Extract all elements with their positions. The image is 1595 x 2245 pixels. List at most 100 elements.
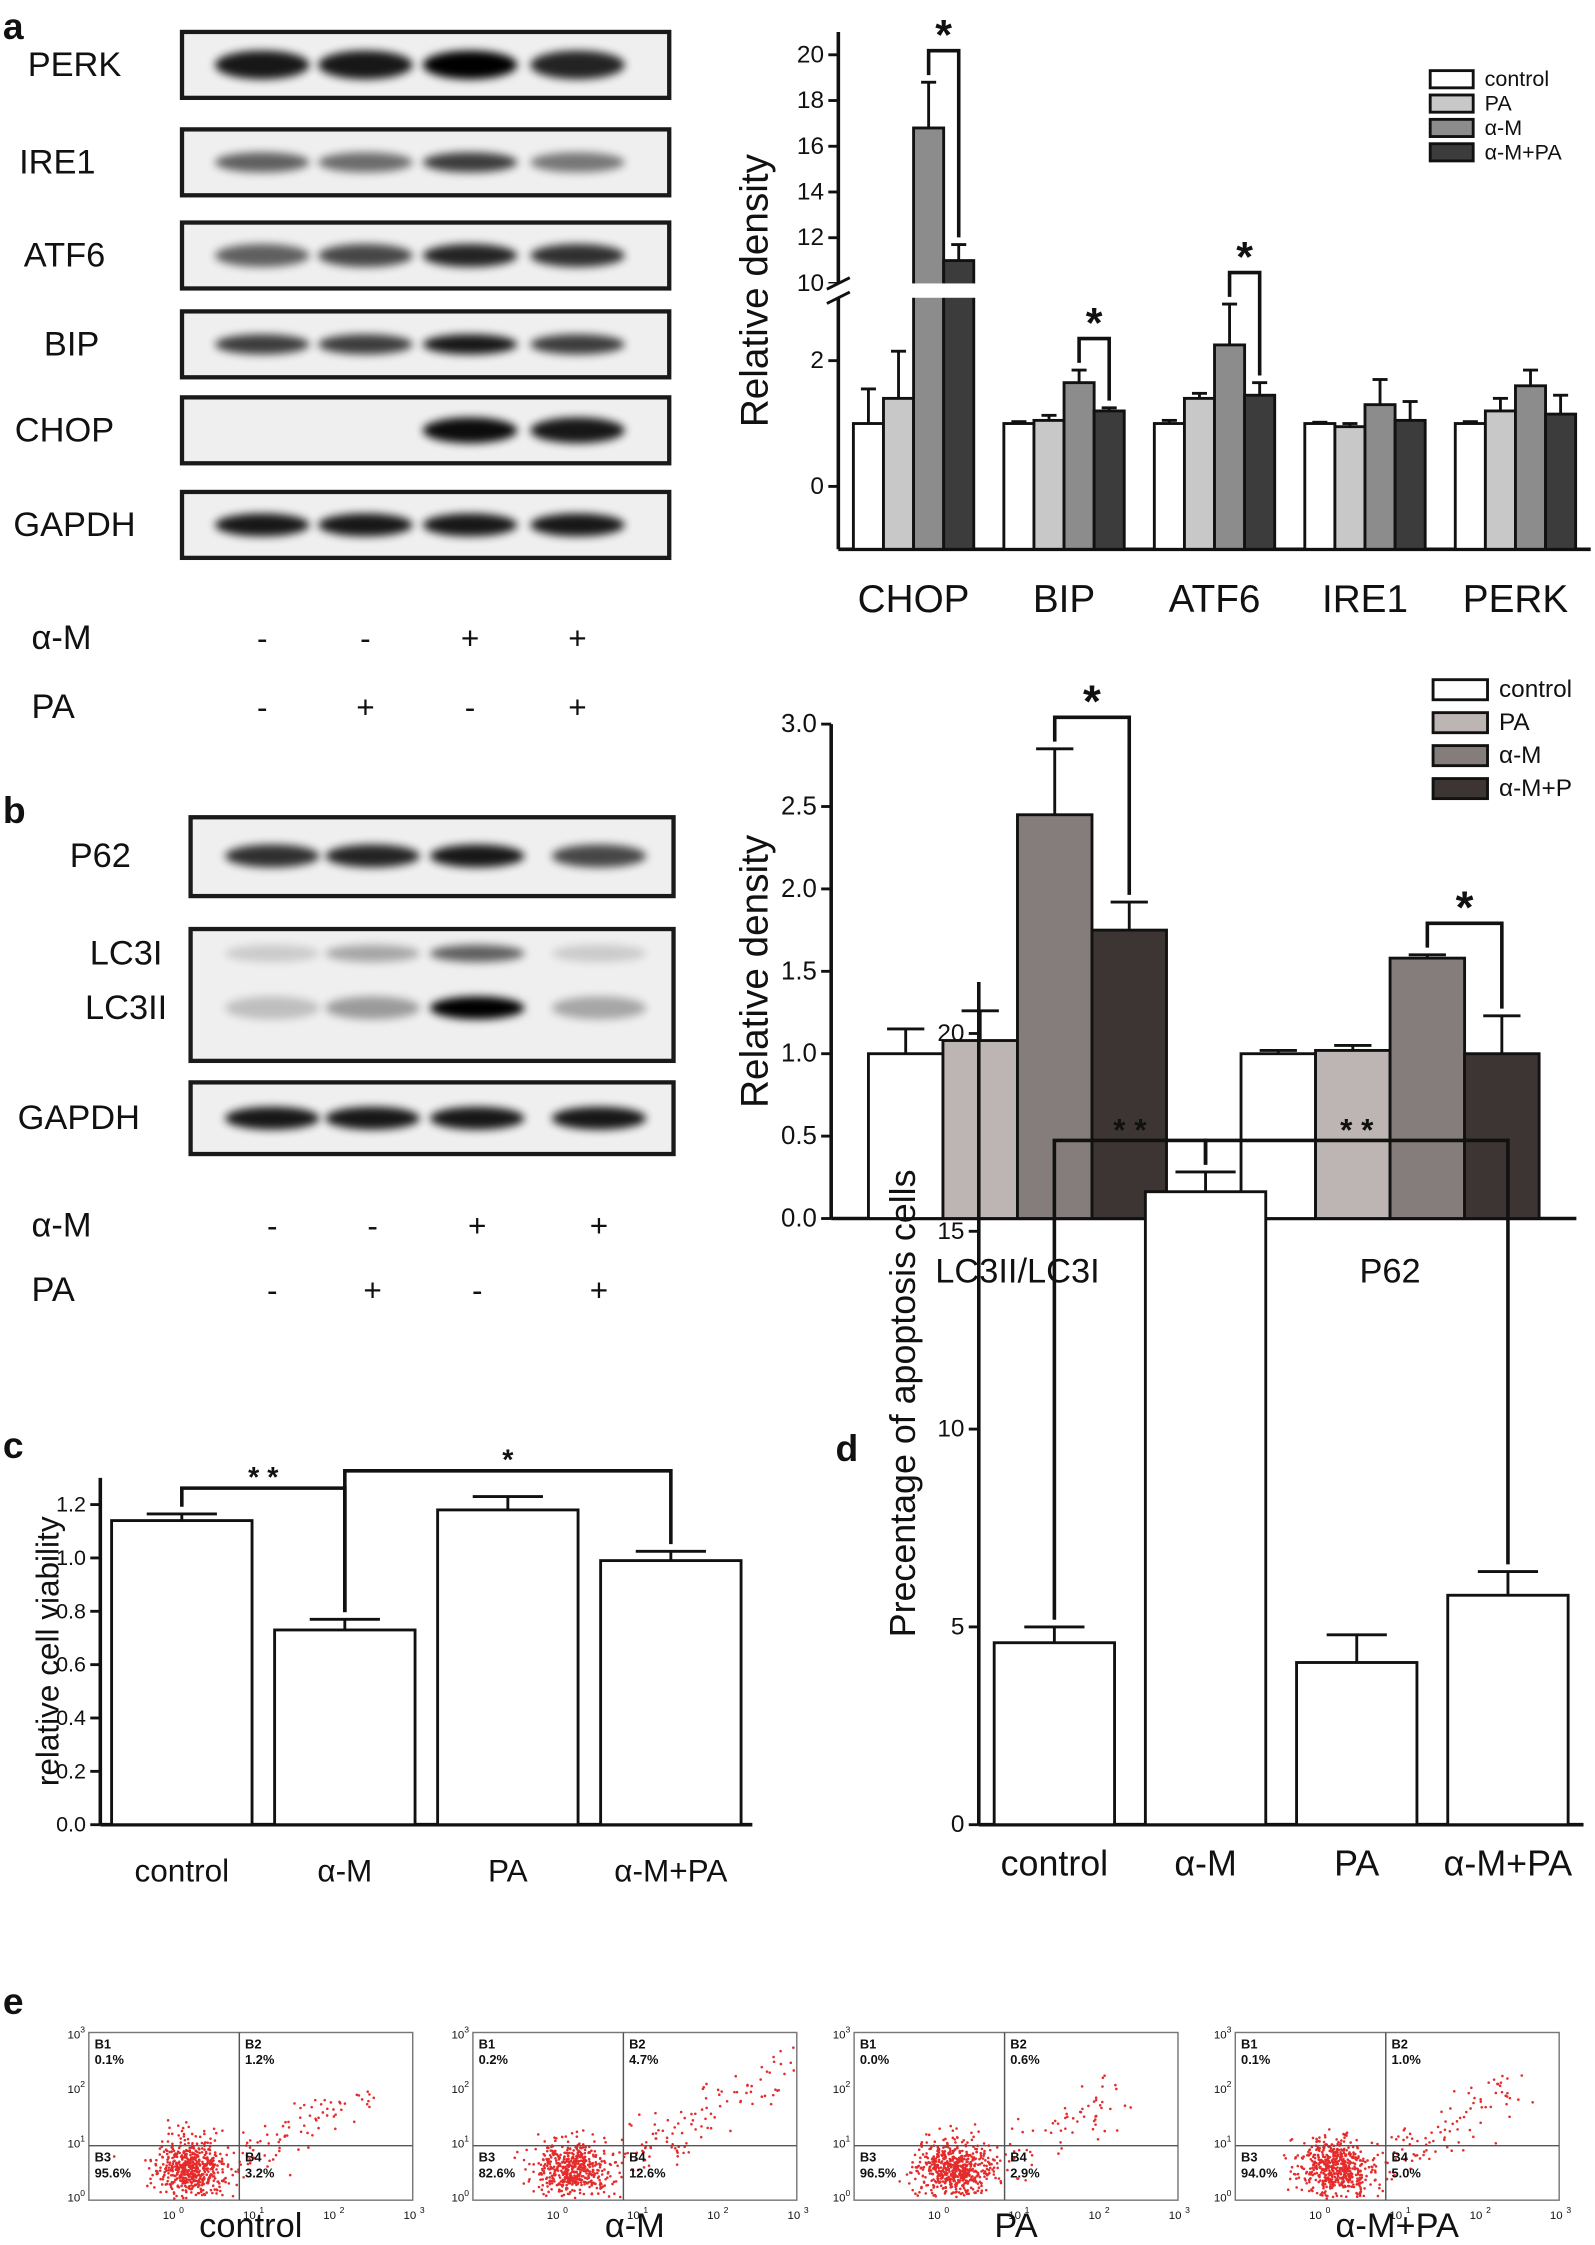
flow-event	[936, 2177, 939, 2180]
flow-event	[1328, 2173, 1332, 2177]
flow-event	[1340, 2194, 1343, 2198]
flow-event	[1342, 2160, 1346, 2163]
flow-event	[955, 2158, 959, 2161]
blot-band	[318, 513, 413, 537]
flow-event	[941, 2180, 945, 2183]
bar	[1363, 403, 1397, 551]
flow-event	[311, 2133, 314, 2137]
flow-event	[916, 2170, 920, 2173]
flow-event	[200, 2193, 204, 2197]
flow-event	[746, 2083, 749, 2087]
flow-event	[1321, 2153, 1325, 2156]
flow-event	[225, 2153, 229, 2157]
flow-event	[760, 2065, 764, 2069]
blot-band	[422, 152, 518, 173]
flow-event	[1345, 2149, 1348, 2152]
bar	[1295, 1661, 1419, 1827]
flow-event	[1506, 2077, 1509, 2080]
bar	[1243, 393, 1277, 551]
flow-event	[199, 2187, 203, 2191]
blot-band	[530, 334, 625, 355]
flow-x-tick-base: 10	[707, 2210, 720, 2222]
blot-band	[530, 244, 625, 267]
flow-event	[195, 2160, 199, 2164]
flow-event	[1335, 2194, 1339, 2198]
blot-band	[325, 996, 420, 1020]
flow-event	[954, 2141, 957, 2144]
flow-event	[1315, 2161, 1318, 2165]
flow-event	[579, 2165, 583, 2169]
flow-event	[1063, 2106, 1067, 2110]
flow-event	[1320, 2150, 1324, 2154]
flow-event	[636, 2168, 640, 2172]
flow-event	[203, 2193, 207, 2197]
flow-event	[943, 2171, 947, 2175]
y-tick-label: 0.0	[781, 1205, 817, 1233]
flow-x-tick-base: 10	[163, 2210, 176, 2222]
flow-event	[560, 2189, 564, 2193]
flow-event	[1472, 2135, 1475, 2139]
flow-event	[1310, 2170, 1314, 2174]
flow-event	[1346, 2161, 1349, 2164]
flow-event	[976, 2182, 980, 2185]
flow-event	[583, 2176, 587, 2180]
flow-event	[184, 2164, 187, 2168]
flow-event	[1469, 2107, 1472, 2110]
flow-event	[1309, 2158, 1313, 2161]
flow-event	[1358, 2191, 1362, 2195]
flow-y-tick-exp: 0	[846, 2188, 851, 2198]
flow-event	[1356, 2192, 1359, 2196]
flow-event	[564, 2188, 568, 2191]
flow-event	[541, 2183, 544, 2187]
flow-event	[911, 2161, 914, 2164]
flow-event	[963, 2172, 966, 2176]
flow-event	[642, 2166, 646, 2169]
flow-event	[1333, 2175, 1337, 2179]
flow-event	[1330, 2186, 1334, 2190]
significance-label: *	[1083, 675, 1101, 727]
flow-event	[181, 2176, 184, 2180]
flow-event	[173, 2155, 176, 2159]
flow-event	[267, 2142, 270, 2145]
flow-event	[546, 2185, 549, 2188]
flow-event	[1344, 2195, 1348, 2199]
flow-event	[1312, 2168, 1315, 2172]
flow-event	[187, 2158, 190, 2162]
x-tick-label: PERK	[1463, 578, 1569, 621]
flow-event	[1064, 2127, 1067, 2130]
flow-event	[1290, 2165, 1294, 2169]
flow-event	[211, 2167, 214, 2170]
flow-event	[1006, 2168, 1009, 2172]
bar	[992, 1641, 1116, 1827]
flow-event	[949, 2152, 953, 2155]
flow-y-tick-exp: 1	[80, 2134, 85, 2144]
flow-event	[1472, 2101, 1475, 2105]
flow-event	[964, 2154, 968, 2157]
flow-event	[164, 2167, 167, 2171]
flow-event	[934, 2195, 938, 2198]
blot-band	[551, 1106, 647, 1130]
quadrant-name: B4	[245, 2150, 262, 2165]
flow-event	[332, 2108, 335, 2111]
quadrant-percent: 1.2%	[245, 2052, 275, 2067]
flow-event	[1396, 2152, 1399, 2156]
flow-event	[563, 2171, 567, 2175]
flow-event	[245, 2154, 249, 2157]
x-tick-label: ATF6	[1169, 578, 1261, 621]
flow-event	[1333, 2183, 1336, 2187]
flow-event	[588, 2170, 592, 2173]
flow-event	[1355, 2138, 1358, 2142]
flow-event	[560, 2183, 563, 2187]
flow-event	[1400, 2148, 1404, 2151]
flow-event	[565, 2160, 568, 2163]
flow-event	[1338, 2184, 1342, 2187]
flow-event	[955, 2163, 959, 2167]
flow-event	[563, 2180, 566, 2183]
flow-event	[918, 2190, 921, 2194]
significance-label: *	[1456, 881, 1474, 933]
flow-event	[607, 2195, 611, 2198]
flow-event	[177, 2161, 181, 2164]
flow-event	[930, 2191, 934, 2195]
flow-event	[929, 2147, 933, 2150]
flow-event	[1499, 2081, 1503, 2084]
